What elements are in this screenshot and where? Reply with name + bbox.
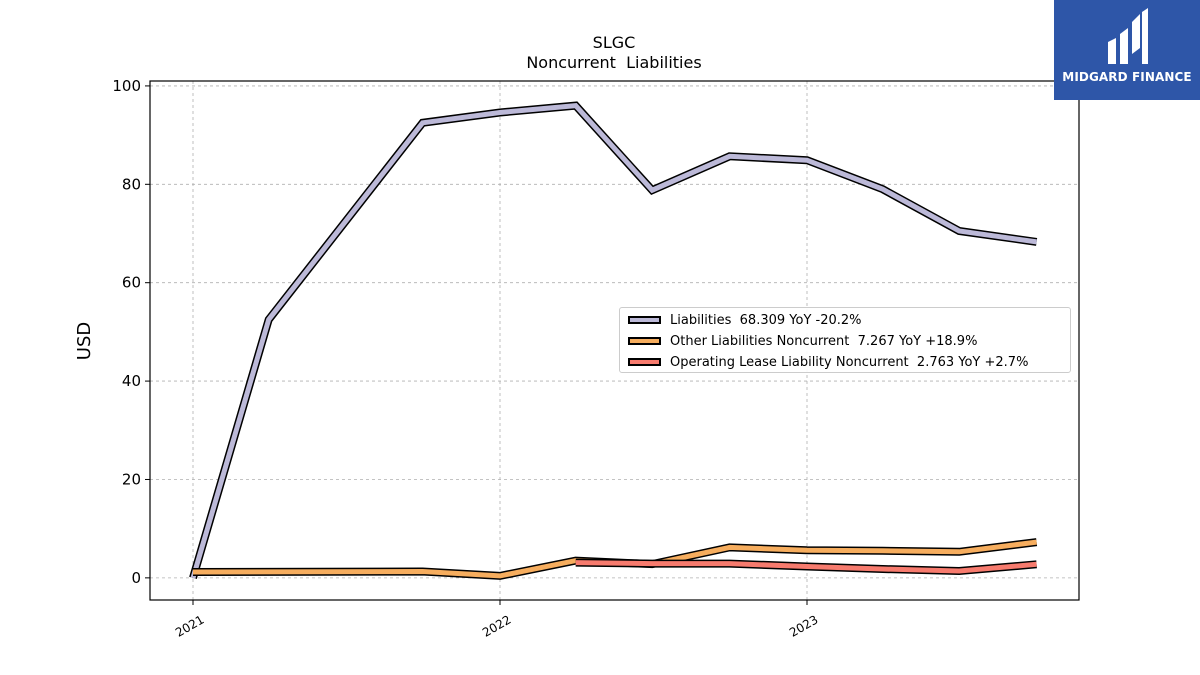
chart-subtitle: Noncurrent Liabilities [526,53,701,72]
chart-title: SLGC [593,33,636,52]
legend-label-liabilities: Liabilities 68.309 YoY -20.2% [670,312,862,328]
legend-swatch-liabilities [628,316,661,324]
y-tick-label: 80 [122,175,141,193]
y-axis-label: USD [74,322,95,360]
y-tick-label: 100 [112,77,141,95]
x-tick-label: 2022 [480,612,513,639]
legend-swatch-other-liabilities [628,337,661,345]
legend-item-liabilities: Liabilities 68.309 YoY -20.2% [628,311,862,329]
series-line-liabilities [190,102,1037,579]
y-tick-label: 0 [131,569,141,587]
series-line-other-liabilities [192,539,1037,579]
legend-item-operating-lease: Operating Lease Liability Noncurrent 2.7… [628,353,1028,371]
legend: Liabilities 68.309 YoY -20.2% Other Liab… [619,307,1071,373]
series-line-operating-lease [575,560,1037,574]
y-tick-label: 20 [122,470,141,488]
brand-logo: MIDGARD FINANCE [1054,0,1200,100]
logo-text: MIDGARD FINANCE [1062,70,1192,84]
legend-item-other-liabilities: Other Liabilities Noncurrent 7.267 YoY +… [628,332,977,350]
x-tick-label: 2021 [173,612,206,639]
plot-frame [149,80,1080,601]
y-tick-label: 40 [122,372,141,390]
logo-mark-icon [1108,8,1148,64]
legend-label-operating-lease: Operating Lease Liability Noncurrent 2.7… [670,354,1029,370]
y-tick-label: 60 [122,274,141,292]
legend-label-other-liabilities: Other Liabilities Noncurrent 7.267 YoY +… [670,333,978,349]
legend-swatch-operating-lease [628,358,661,366]
x-tick-label: 2023 [787,612,820,639]
